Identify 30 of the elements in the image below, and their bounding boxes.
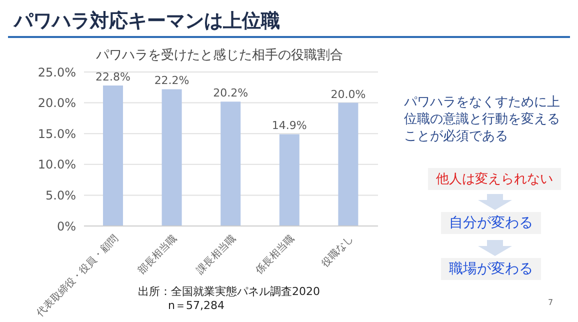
text: パワハラをなくすために上位職の意識と行動を変えることが必須である bbox=[404, 94, 561, 145]
text: n＝57,284 bbox=[168, 298, 224, 313]
bar bbox=[103, 86, 123, 226]
data-label: 22.2% bbox=[154, 74, 190, 88]
y-tick-label: 0% bbox=[56, 219, 76, 234]
data-label: 14.9% bbox=[272, 119, 307, 132]
text: 7 bbox=[548, 298, 554, 307]
chart-subtitle: パワハラを受けたと感じた相手の役職割合 bbox=[96, 47, 343, 64]
bar bbox=[279, 134, 300, 226]
bar bbox=[162, 89, 182, 226]
data-label: 20.0% bbox=[330, 88, 366, 101]
text: 他人は変えられない bbox=[428, 168, 561, 190]
x-tick-label: 課長相当職 bbox=[194, 232, 238, 276]
data-label: 22.8% bbox=[96, 70, 130, 84]
text: 職場が変わる bbox=[441, 258, 541, 280]
text: 自分が変わる bbox=[441, 212, 541, 234]
y-tick-label: 20.0% bbox=[38, 96, 76, 110]
y-tick-label: 10.0% bbox=[38, 158, 76, 172]
text: 出所：全国就業実態パネル調査2020 bbox=[138, 284, 320, 299]
bar bbox=[338, 102, 358, 226]
chart-title: パワハラ対応キーマンは上位職 bbox=[14, 9, 280, 34]
x-tick-label: 役職なし bbox=[318, 232, 356, 270]
y-tick-label: 25.0% bbox=[38, 65, 76, 80]
x-tick-label: 係長相当職 bbox=[253, 232, 297, 276]
data-label: 20.2% bbox=[213, 86, 248, 100]
bar bbox=[220, 102, 241, 226]
y-tick-label: 15.0% bbox=[38, 126, 76, 141]
x-tick-label: 代表取締役・役員・顧問 bbox=[34, 232, 121, 320]
y-tick-label: 5.0% bbox=[46, 188, 76, 202]
x-tick-label: 部長相当職 bbox=[136, 232, 180, 276]
